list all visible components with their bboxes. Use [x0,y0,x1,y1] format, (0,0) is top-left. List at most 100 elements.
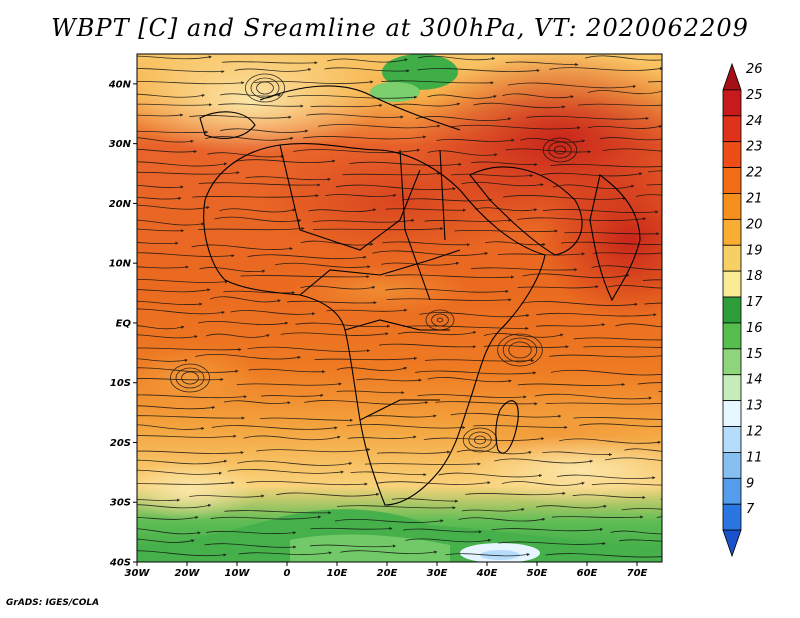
streamline [137,68,225,74]
colorbar-label: 21 [746,191,763,206]
streamline [310,526,393,531]
streamline [577,103,662,106]
streamline [424,218,512,222]
streamline [137,459,228,465]
streamline [137,405,216,410]
colorbar-label: 18 [746,269,763,284]
streamline [456,449,532,455]
streamline [137,204,210,210]
streamline [505,148,592,154]
streamline [454,229,558,233]
colorbar-label: 25 [746,88,763,103]
vortex-streamline [497,333,543,367]
lon-tick-label: 60E [577,568,598,579]
colorbar-label: 7 [746,502,755,517]
streamline [336,390,405,395]
streamline [556,474,656,480]
streamline [137,515,199,520]
colorbar-segment [722,167,742,194]
streamline [137,469,223,475]
streamline [230,310,316,316]
colorbar-segment [722,296,742,324]
streamline [137,279,229,284]
map-title: WBPT [C] and Sreamline at 300hPa, VT: 20… [51,14,749,42]
streamline [342,172,441,176]
streamline [381,80,494,85]
streamline [646,184,662,186]
streamline [137,334,198,339]
lat-tick-label: 30N [109,139,132,150]
colorbar-label: 9 [746,476,754,491]
streamline [137,228,185,233]
vortex-streamline [473,435,486,445]
colorbar-segment [722,452,742,479]
streamline [573,416,662,420]
streamline [436,138,515,142]
streamline [415,370,537,375]
colorbar-segment [722,426,742,453]
streamline [219,208,296,213]
streamline [312,218,415,223]
streamline [391,102,461,107]
lon-tick-label: 10W [225,568,251,579]
streamline [300,240,374,246]
streamline [137,81,245,85]
colorbar-label: 22 [746,166,763,181]
vortex-streamline [468,431,492,449]
streamline [137,265,189,269]
streamline [491,527,604,532]
streamline [137,528,201,535]
vortex-streamline [436,317,444,323]
colorbar-segment [722,244,742,272]
streamline [247,346,371,353]
streamline [137,308,225,315]
streamline [415,116,512,121]
colorbar-segment [722,62,742,91]
vortex-streamline [181,371,199,385]
streamline [347,435,417,439]
streamline [287,95,418,99]
streamline [189,494,265,498]
streamline [656,516,662,518]
colorbar-label: 15 [746,347,763,362]
lat-tick-label: 40S [109,558,131,569]
streamline [198,320,289,325]
streamline [303,135,427,140]
colorbar-segment [722,529,742,558]
streamline [635,194,662,197]
streamline [314,356,418,361]
streamline [137,161,228,167]
streamline [402,198,493,202]
streamline [236,382,342,386]
streamline [536,312,657,317]
streamline [658,390,662,393]
vortex-streamline [175,367,205,389]
streamline [209,296,281,303]
streamline [427,94,497,99]
colorbar-segment [722,270,742,298]
streamline [583,346,662,348]
lon-tick-label: 30E [427,568,448,579]
streamline [245,176,331,181]
streamline [545,402,662,405]
streamline [192,194,319,198]
streamline [587,125,662,129]
streamline [417,68,540,73]
streamline [137,93,206,98]
streamline [502,93,574,99]
streamline [274,262,371,269]
coastlines [199,85,641,506]
streamline [501,481,585,486]
streamline [615,323,662,328]
streamline [550,163,662,168]
vortex-streamline [244,73,285,103]
streamline [676,436,753,440]
streamline [450,412,562,418]
streamline [336,366,408,371]
streamline [137,55,212,60]
streamline [517,285,599,289]
colorbar-label: 17 [746,295,763,310]
streamline [300,285,376,290]
colorbar-label: 20 [746,217,763,232]
